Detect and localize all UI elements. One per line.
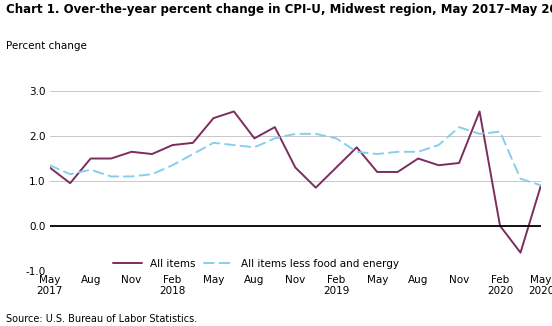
All items less food and energy xyxy=(272,136,278,140)
All items xyxy=(517,251,524,255)
All items less food and energy xyxy=(128,174,135,178)
All items less food and energy xyxy=(210,141,217,145)
All items xyxy=(128,150,135,154)
Text: Chart 1. Over-the-year percent change in CPI-U, Midwest region, May 2017–May 202: Chart 1. Over-the-year percent change in… xyxy=(6,3,552,16)
Text: Percent change: Percent change xyxy=(6,41,87,51)
All items less food and energy xyxy=(497,130,503,134)
All items xyxy=(394,170,401,174)
All items xyxy=(374,170,380,174)
All items less food and energy xyxy=(538,184,544,187)
All items less food and energy xyxy=(67,172,73,176)
All items less food and energy xyxy=(456,125,463,129)
All items xyxy=(251,136,258,140)
All items less food and energy xyxy=(231,143,237,147)
All items less food and energy xyxy=(108,174,114,178)
All items less food and energy xyxy=(353,150,360,154)
All items xyxy=(476,110,483,113)
All items xyxy=(148,152,155,156)
Line: All items less food and energy: All items less food and energy xyxy=(50,127,541,185)
All items less food and energy xyxy=(87,168,94,172)
All items xyxy=(353,145,360,149)
All items xyxy=(169,143,176,147)
All items xyxy=(108,156,114,160)
All items xyxy=(538,184,544,187)
All items xyxy=(272,125,278,129)
All items less food and energy xyxy=(169,163,176,167)
Legend: All items, All items less food and energy: All items, All items less food and energ… xyxy=(113,259,400,269)
All items xyxy=(456,161,463,165)
All items xyxy=(67,181,73,185)
All items xyxy=(46,166,53,170)
Line: All items: All items xyxy=(50,111,541,253)
All items xyxy=(292,166,299,170)
All items less food and energy xyxy=(394,150,401,154)
All items less food and energy xyxy=(190,152,197,156)
All items less food and energy xyxy=(333,136,339,140)
All items xyxy=(87,156,94,160)
All items less food and energy xyxy=(415,150,422,154)
All items less food and energy xyxy=(292,132,299,136)
Text: Source: U.S. Bureau of Labor Statistics.: Source: U.S. Bureau of Labor Statistics. xyxy=(6,314,197,324)
All items xyxy=(497,224,503,228)
All items less food and energy xyxy=(148,172,155,176)
All items xyxy=(436,163,442,167)
All items less food and energy xyxy=(517,177,524,181)
All items less food and energy xyxy=(46,163,53,167)
All items less food and energy xyxy=(436,143,442,147)
All items less food and energy xyxy=(374,152,380,156)
All items less food and energy xyxy=(251,145,258,149)
All items xyxy=(312,186,319,190)
All items less food and energy xyxy=(312,132,319,136)
All items xyxy=(190,141,197,145)
All items xyxy=(415,156,422,160)
All items xyxy=(231,110,237,113)
All items xyxy=(210,116,217,120)
All items less food and energy xyxy=(476,132,483,136)
All items xyxy=(333,166,339,170)
